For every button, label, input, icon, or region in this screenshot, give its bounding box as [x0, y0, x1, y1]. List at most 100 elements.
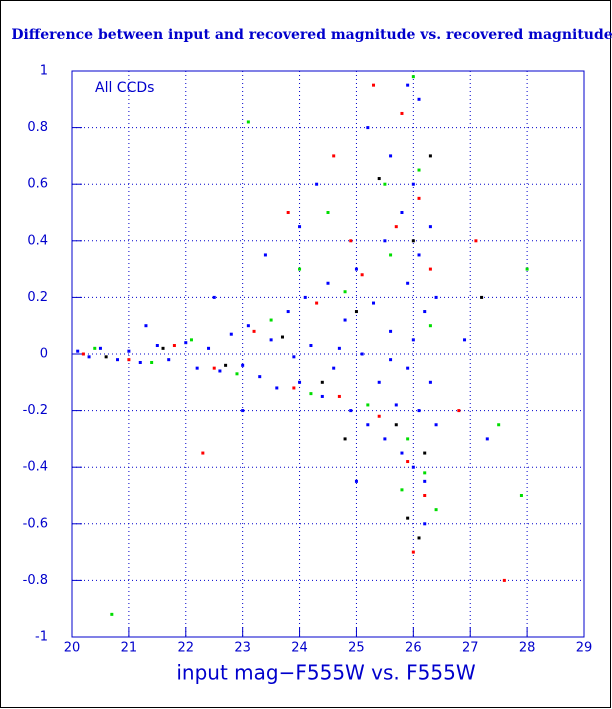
point: [110, 612, 114, 616]
y-tick-label: 0.4: [27, 233, 48, 248]
point: [411, 338, 415, 342]
point: [406, 281, 410, 285]
point: [269, 318, 273, 322]
x-tick-label: 28: [519, 641, 536, 656]
point: [394, 423, 398, 427]
point: [417, 536, 421, 540]
point: [411, 550, 415, 554]
point: [457, 409, 461, 413]
x-axis-label: input mag−F555W vs. F555W: [176, 661, 475, 685]
point: [400, 451, 404, 455]
point: [406, 366, 410, 370]
point: [417, 168, 421, 172]
y-tick-label: 1: [40, 64, 48, 79]
point: [519, 494, 523, 497]
x-tick-label: 21: [121, 641, 138, 656]
point: [485, 437, 489, 441]
point: [411, 75, 415, 79]
point: [269, 338, 273, 342]
point: [377, 177, 381, 181]
point: [417, 97, 421, 101]
point: [400, 211, 404, 214]
point: [337, 394, 341, 398]
point: [525, 267, 529, 271]
point: [377, 414, 381, 418]
point: [292, 355, 296, 359]
point: [207, 346, 211, 350]
chart-title: Difference between input and recovered m…: [11, 27, 612, 43]
point: [383, 182, 387, 186]
point: [332, 154, 336, 158]
point: [98, 346, 102, 350]
point: [235, 372, 239, 376]
point: [275, 386, 279, 390]
point: [434, 423, 438, 427]
point: [167, 358, 171, 362]
point: [434, 508, 438, 512]
point: [428, 380, 432, 384]
point: [298, 380, 302, 384]
point: [417, 196, 421, 200]
x-tick-label: 25: [348, 641, 365, 656]
x-tick-label: 23: [234, 641, 251, 656]
point: [309, 392, 313, 396]
point: [315, 301, 319, 305]
point: [423, 522, 427, 526]
point: [383, 239, 387, 243]
point: [286, 310, 290, 314]
x-tick-label: 20: [64, 641, 81, 656]
point: [343, 437, 347, 441]
point: [463, 338, 467, 342]
point: [354, 479, 358, 483]
point: [280, 335, 284, 339]
point: [428, 267, 432, 271]
point: [417, 253, 421, 257]
point: [144, 324, 148, 328]
point: [428, 324, 432, 328]
point: [383, 437, 387, 441]
point: [332, 366, 336, 370]
point: [189, 338, 193, 342]
point: [394, 403, 398, 407]
point: [320, 380, 324, 384]
point: [423, 471, 427, 475]
point: [241, 363, 245, 367]
point: [406, 516, 410, 520]
point: [377, 380, 381, 384]
point: [417, 409, 421, 413]
point: [428, 225, 432, 229]
point: [434, 295, 438, 299]
point: [320, 394, 324, 398]
point: [326, 211, 330, 214]
point: [480, 295, 484, 299]
point: [303, 295, 307, 299]
point: [372, 83, 376, 87]
point: [155, 344, 159, 348]
point: [184, 341, 188, 345]
point: [360, 273, 364, 277]
point: [354, 310, 358, 314]
point: [423, 310, 427, 314]
point: [246, 324, 250, 328]
y-tick-label: -0.4: [23, 460, 48, 475]
point: [354, 267, 358, 271]
x-tick-label: 24: [291, 641, 308, 656]
point: [241, 409, 245, 413]
point: [474, 239, 478, 243]
point: [497, 423, 501, 427]
point: [337, 346, 341, 350]
point: [411, 239, 415, 243]
point: [315, 182, 319, 186]
point: [406, 437, 410, 441]
point: [423, 494, 427, 497]
point: [138, 360, 142, 364]
point: [349, 239, 353, 243]
point: [394, 225, 398, 229]
point: [286, 211, 290, 214]
point: [389, 358, 393, 362]
point: [81, 352, 85, 356]
point: [201, 451, 205, 455]
point: [212, 295, 216, 299]
y-tick-label: 0.2: [27, 290, 48, 305]
